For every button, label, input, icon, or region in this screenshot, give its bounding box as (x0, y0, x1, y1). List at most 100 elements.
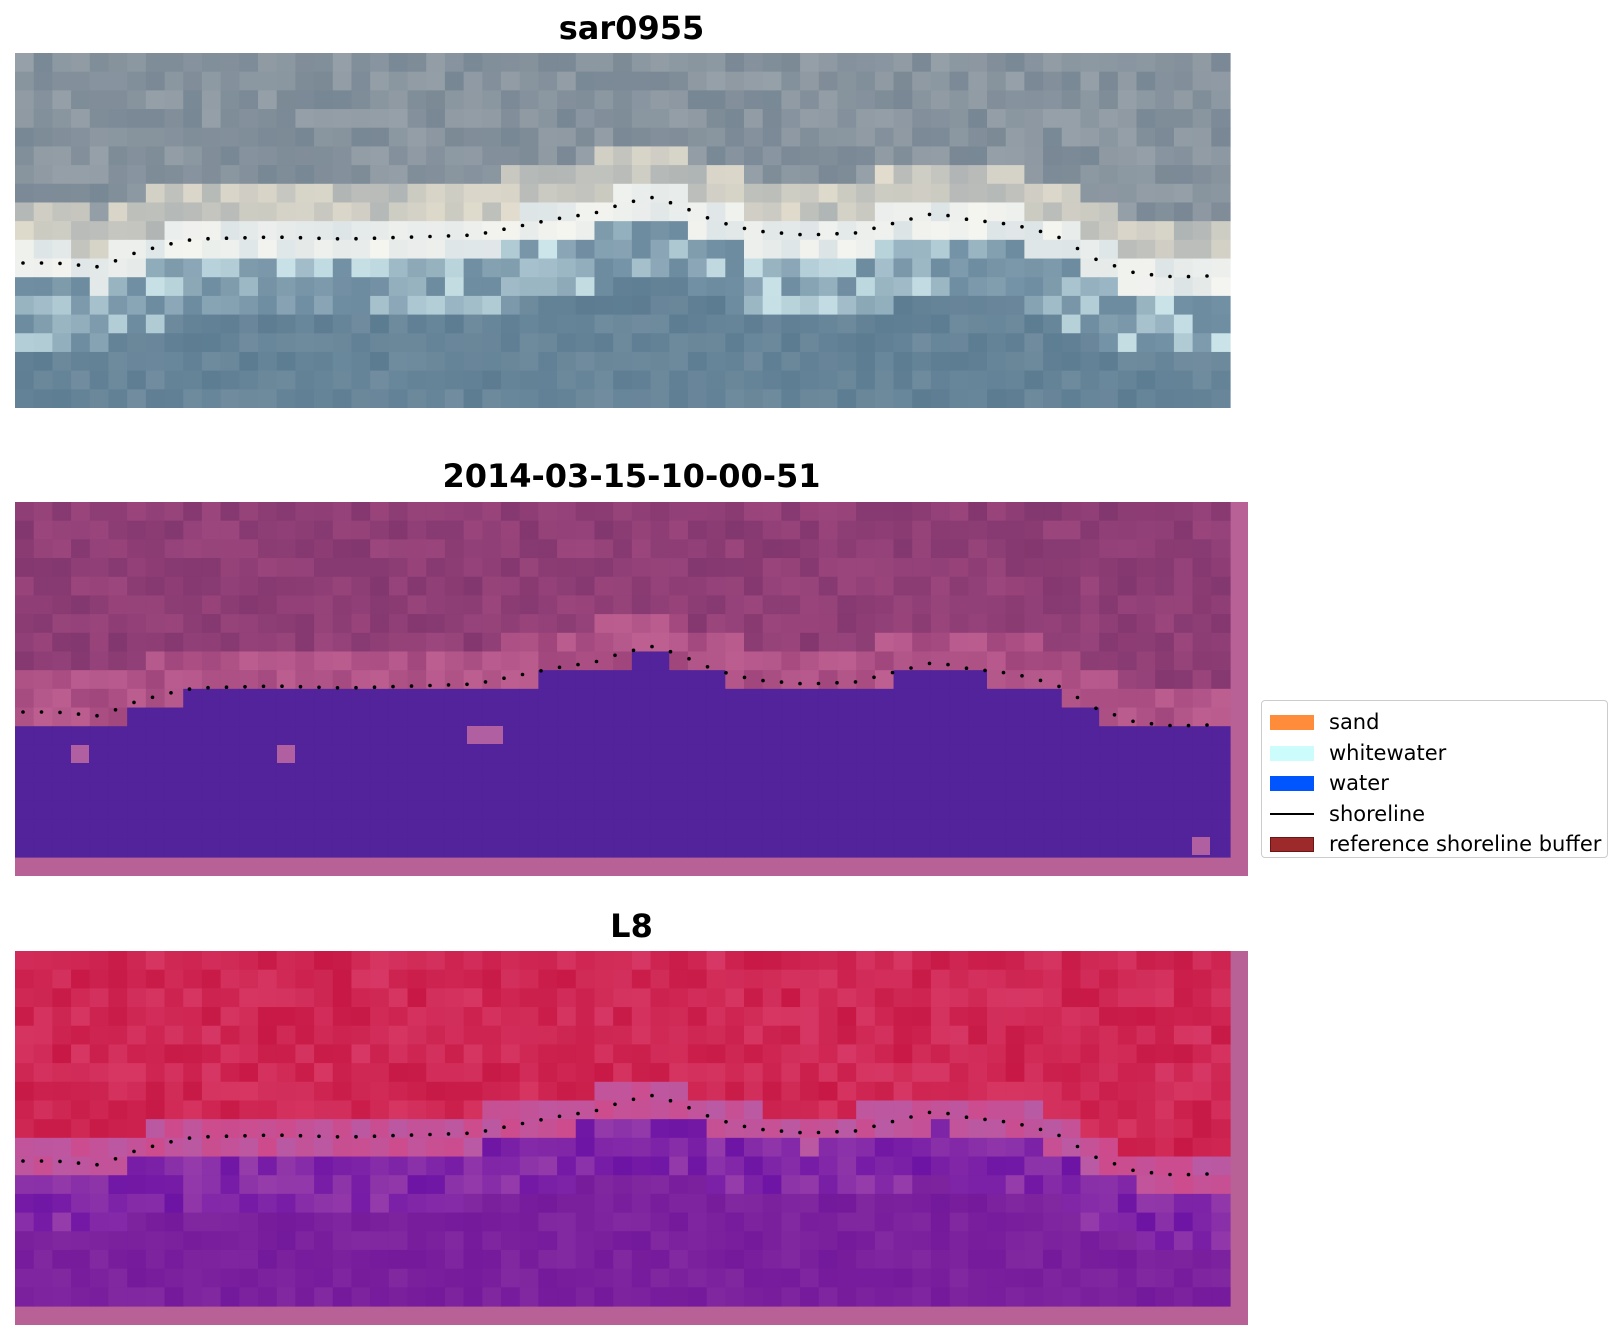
shoreline-point (465, 233, 469, 238)
water-swatch (1270, 776, 1314, 791)
shoreline-point (1020, 225, 1024, 229)
shoreline-point (1057, 235, 1061, 240)
shoreline-point (1131, 270, 1135, 275)
shoreline-point (1001, 221, 1006, 226)
legend-item-reference-buffer: reference shoreline buffer (1262, 829, 1607, 860)
shoreline-point (243, 1134, 247, 1138)
panel-title-index: L8 (610, 907, 653, 945)
shoreline-point (890, 1119, 895, 1124)
shoreline-point (853, 1129, 858, 1133)
shoreline-point (909, 217, 913, 221)
shoreline-point (372, 1134, 377, 1138)
shoreline-point (95, 713, 99, 718)
shoreline-point (668, 649, 673, 654)
index-image-panel (15, 951, 1248, 1325)
shoreline-point (576, 213, 580, 218)
land-pixel (71, 745, 89, 763)
shoreline-point (409, 235, 414, 239)
legend-label: whitewater (1329, 740, 1447, 765)
shoreline-point (39, 261, 44, 265)
shoreline-point (483, 680, 488, 684)
shoreline-point (816, 1130, 821, 1135)
shoreline-point (483, 1129, 488, 1133)
shoreline-point (927, 1110, 932, 1115)
shoreline-point (446, 683, 451, 687)
shoreline-dots (21, 644, 1209, 728)
shoreline-point (1038, 1127, 1043, 1132)
shoreline-point (1205, 274, 1209, 278)
shoreline-point (224, 1134, 229, 1138)
classified-image (15, 502, 1248, 876)
shoreline-point (132, 251, 136, 256)
shoreline-point (853, 231, 858, 235)
legend-item-whitewater: whitewater (1262, 738, 1607, 769)
shoreline-point (909, 1115, 913, 1119)
shoreline-dots (21, 195, 1209, 279)
shoreline-point (1038, 678, 1043, 683)
shoreline-point (1020, 1123, 1024, 1127)
shoreline-point (668, 1098, 673, 1103)
shoreline-point (243, 236, 247, 240)
shoreline-point (650, 195, 654, 200)
shoreline-point (557, 216, 562, 221)
shoreline-point (95, 264, 99, 269)
shoreline-point (465, 682, 469, 687)
shoreline-point (779, 680, 784, 684)
shoreline-point (576, 1111, 580, 1116)
shoreline-point (224, 236, 229, 240)
shoreline-point (520, 223, 525, 228)
shoreline-point (243, 685, 247, 689)
shoreline-point (446, 234, 451, 238)
shoreline-point (668, 200, 673, 205)
shoreline-point (724, 671, 728, 675)
shoreline-point (1094, 1155, 1098, 1160)
shoreline-point (946, 213, 950, 218)
shoreline-line-swatch (1270, 812, 1314, 815)
shoreline-point (298, 235, 303, 240)
shoreline-point (298, 1133, 303, 1138)
shoreline-point (76, 1161, 81, 1165)
shoreline-point (206, 685, 210, 690)
shoreline-point (705, 216, 710, 220)
panel-title-classified: 2014-03-15-10-00-51 (442, 457, 821, 495)
shoreline-point (280, 684, 284, 688)
shoreline-point (169, 1140, 173, 1144)
shoreline-point (39, 1159, 44, 1163)
shoreline-point (946, 1111, 950, 1116)
shoreline-point (687, 656, 691, 661)
index-image (15, 951, 1248, 1325)
shoreline-point (1131, 1168, 1135, 1173)
shoreline-point (798, 1130, 802, 1135)
shoreline-point (1186, 723, 1191, 728)
sand-swatch (1270, 715, 1314, 730)
shoreline-point (798, 681, 802, 686)
shoreline-point (594, 659, 599, 664)
shoreline-point (576, 662, 580, 667)
reference-buffer-swatch (1270, 837, 1314, 852)
shoreline-point (964, 1115, 969, 1119)
shoreline-point (779, 1129, 784, 1133)
shoreline-point (539, 669, 543, 673)
shoreline-point (187, 687, 192, 691)
shoreline-point (1149, 721, 1154, 726)
shoreline-point (724, 1120, 728, 1124)
shoreline-point (761, 229, 765, 234)
shoreline-point (816, 232, 821, 237)
shoreline-point (206, 1134, 210, 1139)
shoreline-point (502, 1125, 506, 1129)
shoreline-point (798, 232, 802, 237)
shoreline-point (687, 1105, 691, 1110)
shoreline-point (372, 685, 377, 689)
shoreline-point (58, 710, 62, 715)
shoreline-point (21, 261, 25, 265)
shoreline-point (1112, 1162, 1117, 1166)
shoreline-point (409, 1133, 414, 1137)
shoreline-point (983, 219, 987, 224)
shoreline-point (113, 1157, 118, 1161)
shoreline-point (169, 691, 173, 695)
shoreline-point (187, 238, 192, 242)
shoreline-point (150, 246, 155, 251)
shoreline-point (890, 221, 895, 226)
shoreline-point (761, 1127, 765, 1132)
shoreline-point (224, 685, 229, 689)
